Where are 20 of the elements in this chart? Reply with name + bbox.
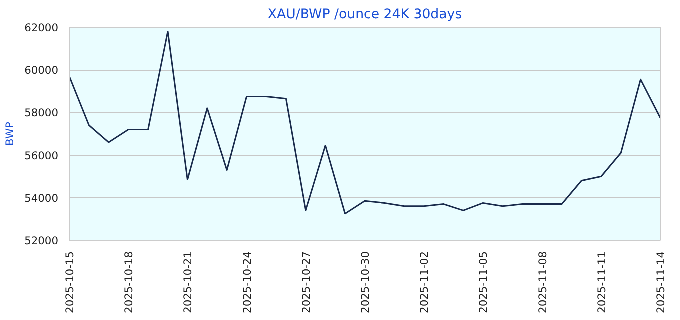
x-tick-label: 2025-11-05 [477,251,490,314]
line-series [70,31,660,215]
y-tick-label: 62000 [24,22,59,34]
x-tick-label: 2025-10-24 [240,251,254,314]
x-tick-label: 2025-10-30 [359,251,372,314]
y-tick-label: 54000 [24,192,59,205]
x-tick-label: 2025-11-11 [595,251,608,314]
y-tick-label: 52000 [24,234,59,248]
chart-title: XAU/BWP /ounce 24K 30days [268,8,462,22]
y-tick-label: 58000 [24,106,59,120]
x-tick-label: 2025-11-14 [654,251,668,314]
x-tick-label: 2025-11-08 [536,251,550,314]
x-tick-label: 2025-11-02 [418,251,432,314]
x-tick-label: 2025-10-15 [64,251,76,314]
x-tick-label: 2025-10-18 [122,251,136,314]
y-tick-label: 56000 [24,149,59,162]
y-axis-title: BWP [4,121,17,146]
x-tick-label: 2025-10-21 [182,251,195,314]
x-tick-label: 2025-10-27 [300,251,313,314]
y-tick-label: 60000 [24,64,59,78]
